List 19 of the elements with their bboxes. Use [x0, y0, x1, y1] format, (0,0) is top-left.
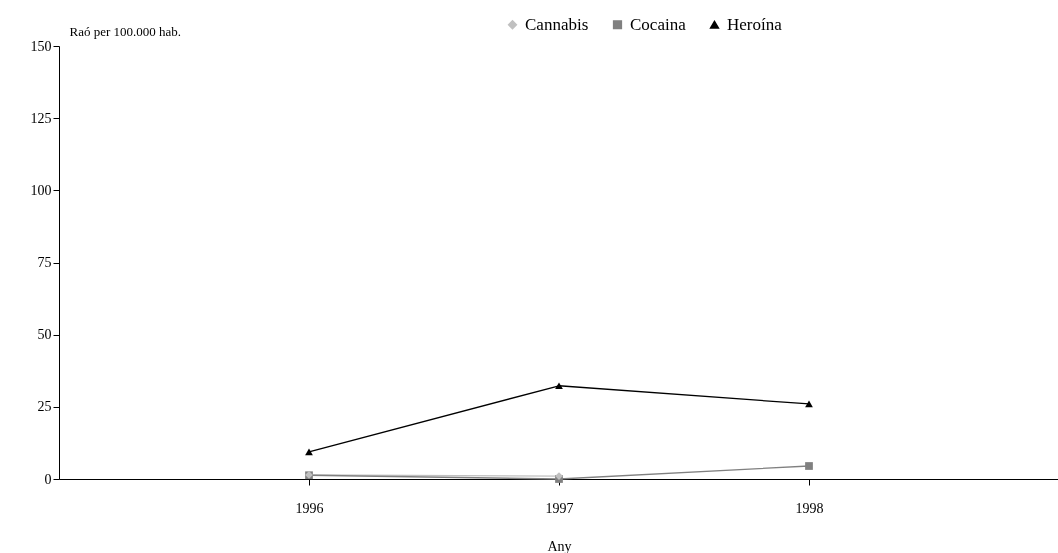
y-tick-label: 125	[30, 110, 52, 126]
point	[305, 448, 313, 456]
y-tick-label: 50	[37, 327, 52, 343]
y-tick-label: 150	[30, 38, 52, 54]
point	[805, 462, 813, 470]
x-axis-title: Any	[547, 538, 572, 553]
legend-label: Cannabis	[525, 14, 589, 34]
y-tick-label: 25	[37, 399, 52, 415]
y-tick-label: 100	[30, 182, 52, 198]
x-tick-label: 1998	[795, 500, 824, 516]
y-tick-label: 75	[37, 255, 52, 270]
y-tick-label: 0	[44, 471, 52, 487]
legend-label: Cocaina	[630, 14, 687, 34]
point	[805, 400, 813, 408]
point	[555, 382, 563, 390]
x-tick-label: 1996	[295, 500, 324, 516]
y-axis-title: Raó per 100.000 hab.	[69, 23, 182, 39]
x-tick-label: 1997	[545, 500, 574, 516]
legend-label: Heroína	[727, 14, 783, 34]
